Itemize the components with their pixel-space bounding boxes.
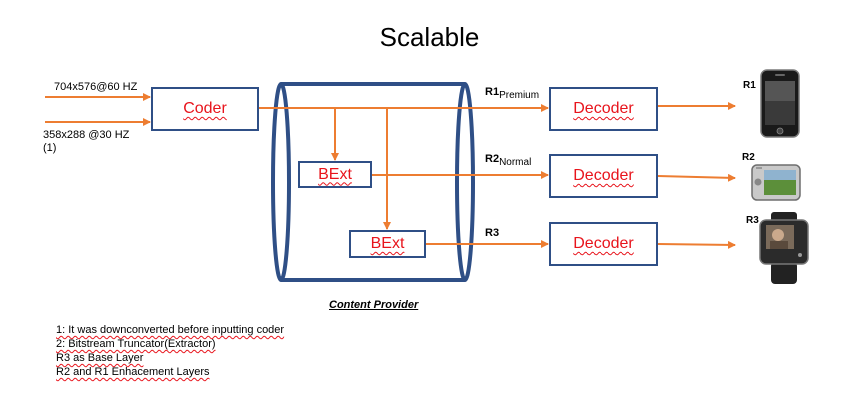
stream-label-r3: R3 bbox=[485, 227, 499, 239]
device-label-r2: R2 bbox=[742, 152, 755, 163]
coder-label: Coder bbox=[183, 100, 227, 117]
decoder-box-1: Decoder bbox=[549, 87, 658, 131]
stream-label-r1-sub: Premium bbox=[499, 90, 540, 101]
decoder-box-3: Decoder bbox=[549, 222, 658, 266]
note-item: R3 as Base Layer bbox=[56, 352, 144, 364]
note-item: R2 and R1 Enhacement Layers bbox=[56, 366, 210, 378]
bext-box-2: BExt bbox=[349, 230, 426, 258]
input-label-high-res: 704x576@60 HZ bbox=[54, 81, 138, 93]
stream-label-r2-main: R2 bbox=[485, 153, 500, 165]
handheld-media-player-icon bbox=[751, 164, 801, 201]
page-title: Scalable bbox=[379, 22, 480, 52]
smartwatch-icon bbox=[759, 212, 809, 284]
input-label-low-res-note: (1) bbox=[43, 142, 57, 154]
bext-label-2: BExt bbox=[370, 235, 405, 252]
note-item: 1: It was downconverted before inputting… bbox=[56, 324, 285, 336]
content-provider-label: Content Provider bbox=[329, 299, 419, 311]
decoder-box-2: Decoder bbox=[549, 154, 658, 198]
device-label-r1: R1 bbox=[743, 80, 756, 91]
r3-output-arrow bbox=[657, 240, 736, 249]
decoder-label-1: Decoder bbox=[573, 100, 634, 117]
stream-label-r2: R2Normal bbox=[485, 153, 531, 168]
smartphone-icon bbox=[760, 69, 800, 138]
stream-label-r2-sub: Normal bbox=[499, 157, 532, 168]
content-provider-cylinder bbox=[271, 82, 475, 282]
notes-block: 1: It was downconverted before inputting… bbox=[56, 323, 284, 379]
coder-box: Coder bbox=[151, 87, 259, 131]
input-label-low-res: 358x288 @30 HZ bbox=[43, 129, 130, 141]
r2-output-arrow bbox=[657, 173, 736, 182]
decoder-label-3: Decoder bbox=[573, 235, 634, 252]
stream-label-r1-main: R1 bbox=[485, 86, 500, 98]
device-label-r3: R3 bbox=[746, 215, 759, 226]
bext-box-1: BExt bbox=[298, 161, 372, 188]
note-item: 2: Bitstream Truncator(Extractor) bbox=[56, 338, 216, 350]
stream-label-r1: R1Premium bbox=[485, 86, 539, 101]
bext-label-1: BExt bbox=[318, 165, 352, 183]
stream-label-r3-main: R3 bbox=[485, 227, 500, 239]
decoder-label-2: Decoder bbox=[573, 167, 634, 184]
